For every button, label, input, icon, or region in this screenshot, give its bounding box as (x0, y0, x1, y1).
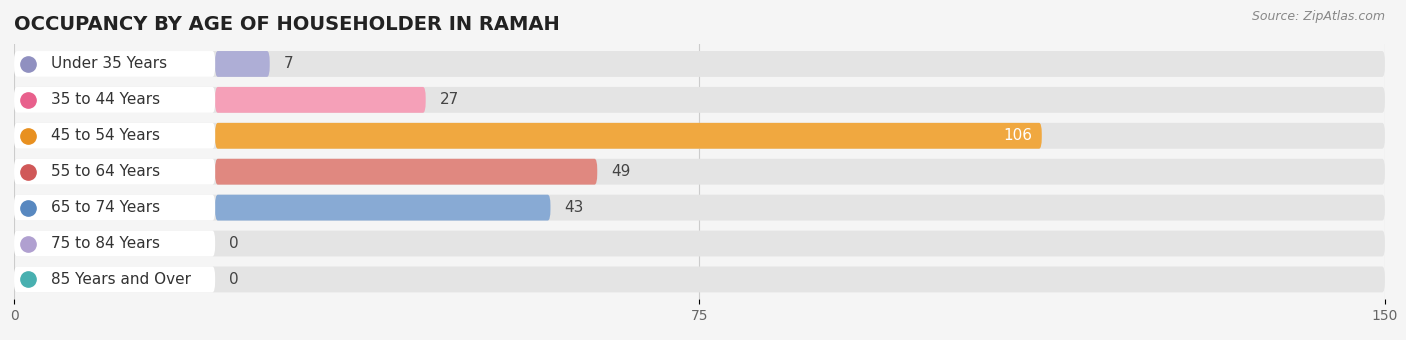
Text: 35 to 44 Years: 35 to 44 Years (51, 92, 160, 107)
Text: 0: 0 (229, 272, 239, 287)
FancyBboxPatch shape (14, 231, 1385, 256)
Text: 45 to 54 Years: 45 to 54 Years (51, 128, 160, 143)
FancyBboxPatch shape (215, 195, 551, 221)
FancyBboxPatch shape (14, 195, 215, 221)
Text: Under 35 Years: Under 35 Years (51, 56, 167, 71)
FancyBboxPatch shape (215, 87, 426, 113)
Text: 106: 106 (1004, 128, 1032, 143)
FancyBboxPatch shape (14, 51, 1385, 77)
FancyBboxPatch shape (14, 231, 215, 256)
FancyBboxPatch shape (215, 123, 1042, 149)
Text: Source: ZipAtlas.com: Source: ZipAtlas.com (1251, 10, 1385, 23)
Text: 55 to 64 Years: 55 to 64 Years (51, 164, 160, 179)
FancyBboxPatch shape (14, 87, 215, 113)
Text: 85 Years and Over: 85 Years and Over (51, 272, 191, 287)
Text: 7: 7 (284, 56, 292, 71)
Text: 43: 43 (564, 200, 583, 215)
FancyBboxPatch shape (14, 123, 1385, 149)
FancyBboxPatch shape (14, 159, 215, 185)
FancyBboxPatch shape (14, 87, 1385, 113)
Text: 27: 27 (440, 92, 458, 107)
Text: 0: 0 (229, 236, 239, 251)
Text: 49: 49 (612, 164, 630, 179)
FancyBboxPatch shape (14, 51, 215, 77)
FancyBboxPatch shape (14, 123, 215, 149)
FancyBboxPatch shape (14, 195, 1385, 221)
FancyBboxPatch shape (215, 159, 598, 185)
FancyBboxPatch shape (14, 159, 1385, 185)
FancyBboxPatch shape (14, 267, 215, 292)
FancyBboxPatch shape (14, 267, 1385, 292)
Text: 75 to 84 Years: 75 to 84 Years (51, 236, 160, 251)
Text: OCCUPANCY BY AGE OF HOUSEHOLDER IN RAMAH: OCCUPANCY BY AGE OF HOUSEHOLDER IN RAMAH (14, 15, 560, 34)
Text: 65 to 74 Years: 65 to 74 Years (51, 200, 160, 215)
FancyBboxPatch shape (215, 51, 270, 77)
